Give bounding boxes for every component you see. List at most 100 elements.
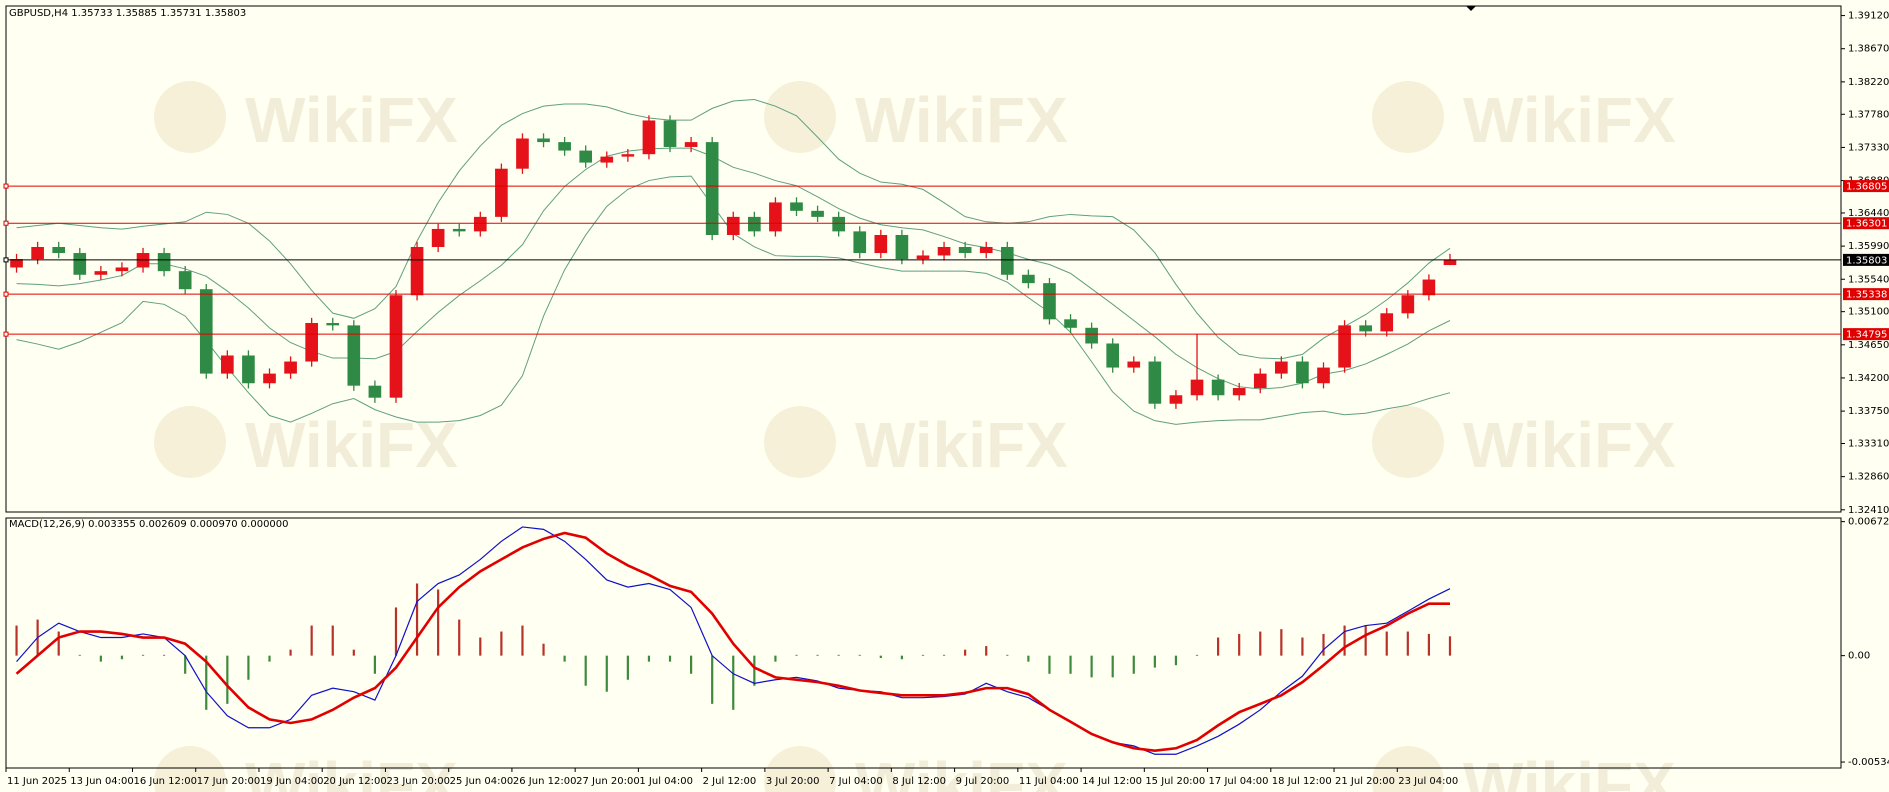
macd-line	[16, 526, 1451, 755]
x-tick-label: 14 Jul 12:00	[1082, 776, 1142, 787]
y-tick-label: 1.37330	[1848, 142, 1889, 153]
watermark: WikiFX	[855, 409, 1068, 481]
candle-body	[347, 325, 361, 386]
candle-body	[663, 120, 677, 147]
bollinger-band	[16, 147, 1451, 390]
candle-body	[726, 216, 740, 235]
level-label: 1.35338	[1846, 290, 1887, 301]
level-label-box	[1843, 253, 1889, 266]
x-tick-label: 17 Jul 04:00	[1209, 776, 1269, 787]
candle-body	[221, 355, 234, 374]
level-label-box	[1843, 288, 1889, 301]
candle-body	[1211, 379, 1225, 396]
candle-body	[326, 323, 340, 326]
watermarks: WikiFX WikiFX WikiFX WikiFX WikiFX WikiFX Wiki…	[154, 81, 1676, 792]
candle-body	[452, 228, 466, 232]
candle-body	[1443, 259, 1457, 266]
candle-body	[1422, 279, 1436, 296]
level-label-box	[1843, 217, 1889, 230]
candle-body	[705, 142, 719, 235]
x-tick-label: 2 Jul 12:00	[703, 776, 757, 787]
x-tick-label: 25 Jun 04:00	[450, 776, 514, 787]
candle-body	[410, 246, 424, 296]
watermark-logo	[1372, 746, 1444, 792]
level-marker	[3, 220, 9, 226]
y-tick-label: -0.005342	[1848, 757, 1889, 768]
y-tick-label: 1.37780	[1848, 109, 1889, 120]
candle-body	[1043, 283, 1056, 320]
candle-body	[368, 385, 382, 398]
watermark: WikiFX	[1463, 84, 1676, 156]
x-tick-label: 7 Jul 04:00	[829, 776, 883, 787]
candle-body	[1275, 361, 1288, 374]
candle-body	[558, 142, 571, 151]
watermark-logo	[154, 406, 226, 478]
candle-body	[1169, 395, 1183, 404]
y-tick-label: 1.36440	[1848, 208, 1889, 219]
level-label: 1.36805	[1846, 182, 1887, 193]
y-tick-label: 1.39120	[1848, 11, 1889, 22]
candle-body	[115, 267, 129, 272]
watermark-logo	[1372, 81, 1444, 153]
macd-line	[15, 531, 1450, 752]
x-tick-label: 3 Jul 20:00	[766, 776, 820, 787]
y-tick-label: 1.32410	[1848, 505, 1889, 516]
candle-body	[1085, 327, 1098, 344]
x-tick-label: 27 Jun 20:00	[576, 776, 640, 787]
candle-body	[263, 373, 276, 384]
watermark-logo	[764, 406, 836, 478]
candle-body	[811, 210, 824, 217]
candle-body	[874, 234, 888, 254]
x-tick-label: 23 Jul 04:00	[1398, 776, 1458, 787]
level-marker	[3, 291, 9, 297]
candle-body	[1000, 246, 1014, 275]
candle-body	[958, 246, 972, 254]
watermark-logo	[764, 746, 836, 792]
bollinger-band	[16, 99, 1451, 360]
y-tick-label: 1.33310	[1848, 439, 1889, 450]
watermark-logo	[764, 81, 836, 153]
candle-body	[790, 202, 803, 211]
x-tick-label: 1 Jul 04:00	[639, 776, 693, 787]
x-tick-label: 9 Jul 20:00	[956, 776, 1010, 787]
candle-body	[1148, 361, 1162, 404]
shift-marker	[1466, 6, 1476, 11]
y-tick-label: 1.32860	[1848, 472, 1889, 483]
y-tick-label: 1.34650	[1848, 340, 1889, 351]
candle-body	[937, 246, 951, 256]
candle-body	[832, 216, 845, 232]
candle-body	[1317, 367, 1330, 384]
candle-body	[642, 120, 656, 155]
x-tick-label: 15 Jul 20:00	[1145, 776, 1205, 787]
candle-body	[1022, 274, 1035, 284]
candle-body	[1232, 388, 1246, 396]
candle-body	[389, 295, 403, 398]
level-label-box	[1843, 180, 1889, 193]
level-marker	[3, 257, 9, 263]
candle-body	[1253, 373, 1267, 389]
candle-body	[1190, 379, 1204, 396]
y-tick-label: 1.35990	[1848, 241, 1889, 252]
level-label: 1.35803	[1846, 255, 1887, 266]
candle-body	[495, 168, 508, 217]
watermark: WikiFX	[245, 409, 458, 481]
candle-body	[600, 156, 614, 163]
y-tick-label: 1.34200	[1848, 373, 1889, 384]
candle-body	[1296, 361, 1309, 384]
candle-body	[94, 271, 108, 275]
candle-body	[621, 154, 635, 157]
x-tick-label: 16 Jun 12:00	[133, 776, 197, 787]
candle-body	[10, 259, 23, 268]
watermark: WikiFX	[1463, 749, 1676, 792]
watermark: WikiFX	[245, 84, 458, 156]
x-tick-label: 11 Jul 04:00	[1019, 776, 1079, 787]
candle-body	[284, 361, 297, 374]
level-marker	[3, 183, 9, 189]
y-tick-label: 0.006727	[1848, 517, 1889, 528]
watermark: WikiFX	[245, 749, 458, 792]
candle-body	[895, 234, 909, 260]
x-tick-label: 20 Jun 12:00	[323, 776, 387, 787]
